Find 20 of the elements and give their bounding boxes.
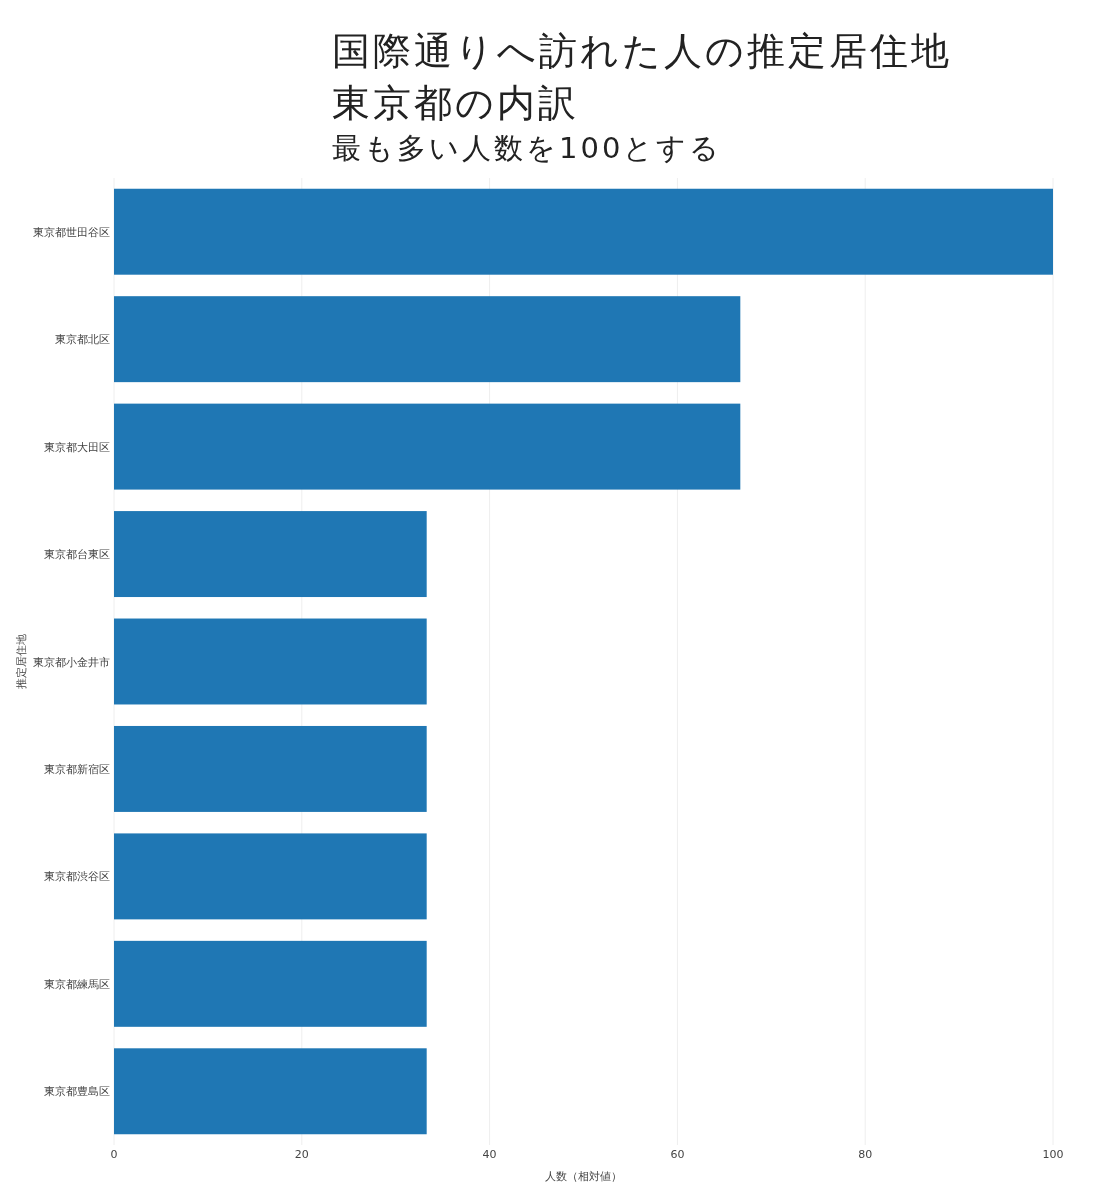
subtitle: 最も多い人数を100とする bbox=[332, 131, 723, 165]
ytick: 東京都新宿区 bbox=[44, 762, 110, 776]
ytick: 東京都豊島区 bbox=[44, 1085, 110, 1099]
ylabel: 推定居住地 bbox=[15, 634, 28, 689]
title: 東京都の内訳 bbox=[332, 81, 579, 125]
xtick: 80 bbox=[858, 1148, 873, 1161]
xtick: 20 bbox=[294, 1148, 309, 1161]
title: 国際通りへ訪れた人の推定居住地 bbox=[332, 29, 952, 73]
xlabel: 人数（相対値） bbox=[545, 1170, 622, 1183]
ytick: 東京都台東区 bbox=[44, 548, 110, 562]
ytick: 東京都北区 bbox=[55, 333, 110, 347]
ytick: 東京都練馬区 bbox=[44, 977, 110, 991]
ytick: 東京都小金井市 bbox=[33, 655, 110, 669]
xtick: 0 bbox=[110, 1148, 118, 1161]
ytick: 東京都渋谷区 bbox=[44, 870, 110, 884]
xtick: 40 bbox=[482, 1148, 497, 1161]
xtick: 100 bbox=[1042, 1148, 1064, 1161]
xtick: 60 bbox=[670, 1148, 685, 1161]
ytick: 東京都大田区 bbox=[44, 440, 110, 454]
ytick: 東京都世田谷区 bbox=[33, 225, 110, 239]
